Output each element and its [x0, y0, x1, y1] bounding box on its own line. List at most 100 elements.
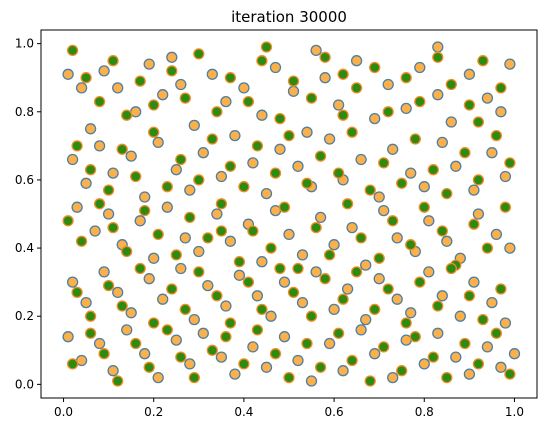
- scatter-point-series-1: [71, 201, 83, 213]
- scatter-point-series-2: [220, 331, 232, 343]
- scatter-point-series-2: [369, 303, 381, 316]
- scatter-point-series-1: [319, 72, 331, 84]
- scatter-point-series-2: [66, 358, 79, 370]
- scatter-point-series-2: [350, 82, 363, 94]
- scatter-point-series-2: [441, 187, 453, 200]
- scatter-point-series-1: [481, 341, 494, 353]
- scatter-point-series-1: [62, 331, 74, 343]
- scatter-point-series-2: [414, 95, 426, 108]
- scatter-point-series-2: [112, 375, 124, 387]
- scatter-point-series-2: [274, 262, 286, 275]
- scatter-point-series-2: [355, 232, 367, 244]
- scatter-point-series-1: [301, 126, 313, 138]
- scatter-point-series-1: [93, 337, 106, 350]
- scatter-point-series-2: [102, 279, 115, 292]
- scatter-point-series-2: [143, 361, 155, 373]
- scatter-point-series-1: [337, 365, 349, 377]
- scatter-point-series-2: [463, 99, 476, 111]
- scatter-point-series-1: [184, 358, 196, 370]
- scatter-point-series-2: [224, 72, 237, 84]
- scatter-point-series-2: [256, 55, 268, 67]
- scatter-point-series-2: [319, 51, 331, 63]
- scatter-point-series-1: [278, 331, 291, 343]
- scatter-point-series-1: [247, 341, 259, 353]
- scatter-point-series-2: [364, 184, 376, 196]
- scatter-point-series-2: [409, 133, 421, 145]
- scatter-point-series-1: [323, 133, 336, 145]
- scatter-point-series-2: [459, 337, 471, 350]
- scatter-point-series-2: [472, 116, 485, 128]
- scatter-point-series-2: [459, 147, 471, 159]
- scatter-point-series-1: [314, 211, 327, 224]
- scatter-point-series-1: [107, 167, 119, 179]
- scatter-point-series-2: [332, 167, 345, 179]
- scatter-point-series-2: [441, 371, 453, 384]
- scatter-point-series-2: [93, 95, 106, 108]
- scatter-point-series-1: [486, 296, 498, 309]
- scatter-point-series-1: [80, 296, 92, 309]
- scatter-point-series-1: [463, 68, 476, 80]
- scatter-point-series-1: [310, 44, 322, 57]
- scatter-point-series-1: [423, 215, 435, 227]
- scatter-point-series-1: [328, 303, 340, 316]
- scatter-point-series-1: [468, 276, 480, 288]
- scatter-point-series-1: [387, 371, 399, 384]
- scatter-point-series-2: [432, 300, 444, 312]
- scatter-point-series-1: [405, 167, 417, 179]
- scatter-point-series-2: [305, 310, 318, 322]
- scatter-point-series-2: [116, 143, 128, 155]
- scatter-point-series-2: [382, 106, 394, 118]
- scatter-point-series-2: [269, 348, 282, 360]
- scatter-point-series-2: [193, 266, 205, 278]
- scatter-point-series-2: [369, 61, 381, 74]
- scatter-point-series-1: [292, 160, 304, 172]
- scatter-point-series-2: [116, 300, 128, 312]
- scatter-point-series-1: [360, 313, 372, 326]
- scatter-point-series-1: [328, 239, 340, 251]
- scatter-point-series-1: [490, 228, 503, 241]
- scatter-point-series-2: [472, 174, 485, 186]
- scatter-point-series-1: [436, 136, 448, 149]
- scatter-point-series-2: [314, 150, 327, 162]
- scatter-point-series-2: [84, 310, 97, 322]
- scatter-point-series-1: [450, 160, 462, 172]
- scatter-point-series-1: [450, 351, 462, 363]
- scatter-point-series-1: [157, 293, 169, 305]
- scatter-point-series-2: [184, 211, 196, 224]
- scatter-point-series-2: [499, 201, 512, 213]
- scatter-point-series-1: [486, 147, 498, 159]
- scatter-point-series-2: [337, 109, 349, 121]
- scatter-point-series-1: [229, 368, 241, 380]
- scatter-point-series-2: [350, 266, 363, 278]
- scatter-point-series-1: [170, 164, 182, 176]
- scatter-point-series-2: [364, 375, 376, 387]
- scatter-point-series-2: [206, 133, 218, 145]
- scatter-point-series-1: [432, 89, 444, 101]
- scatter-point-series-2: [71, 286, 83, 299]
- scatter-point-series-2: [121, 109, 133, 121]
- scatter-point-series-1: [355, 153, 367, 166]
- scatter-point-series-2: [400, 317, 412, 329]
- scatter-point-series-2: [468, 218, 480, 230]
- scatter-point-series-1: [260, 187, 273, 200]
- scatter-point-series-2: [378, 157, 390, 169]
- x-tick-label: 0.8: [415, 405, 434, 419]
- scatter-point-series-2: [175, 351, 187, 363]
- scatter-point-series-2: [251, 140, 264, 152]
- scatter-point-series-2: [319, 273, 331, 285]
- scatter-point-series-2: [170, 249, 182, 261]
- scatter-point-series-1: [495, 361, 507, 373]
- scatter-point-series-1: [229, 129, 241, 142]
- scatter-point-series-2: [71, 140, 83, 152]
- scatter-point-series-1: [238, 82, 250, 94]
- scatter-point-series-1: [504, 242, 516, 254]
- scatter-point-series-1: [224, 235, 237, 247]
- scatter-point-series-2: [166, 65, 178, 77]
- scatter-point-series-2: [346, 354, 358, 367]
- scatter-point-series-1: [432, 327, 444, 339]
- x-tick-label: 0.4: [234, 405, 253, 419]
- scatter-point-series-2: [436, 225, 448, 237]
- scatter-point-series-2: [211, 290, 223, 302]
- scatter-point-series-2: [206, 344, 218, 356]
- scatter-point-series-1: [175, 78, 187, 91]
